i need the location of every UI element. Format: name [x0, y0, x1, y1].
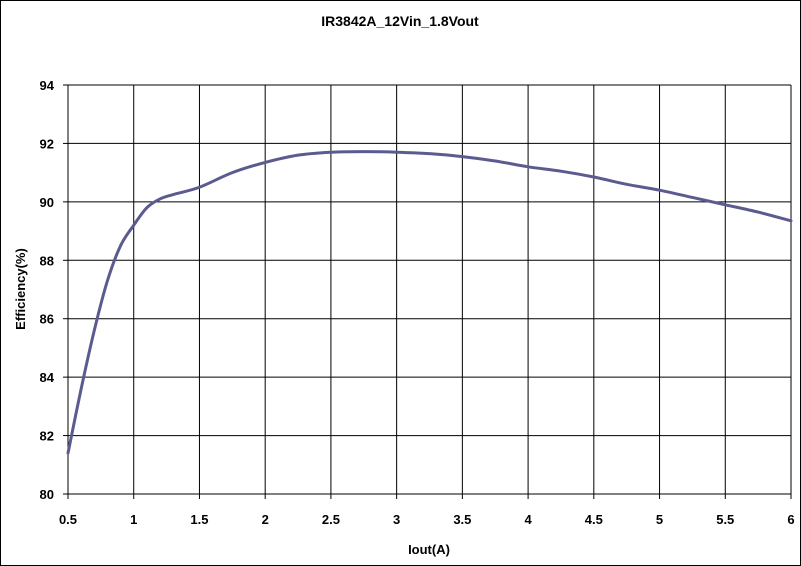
y-tick-label: 86 — [40, 312, 54, 327]
x-tick-label: 5.5 — [716, 512, 734, 527]
y-tick-label: 90 — [40, 195, 54, 210]
y-tick-label: 82 — [40, 429, 54, 444]
x-tick-label: 1 — [130, 512, 137, 527]
y-tick-label: 94 — [40, 78, 55, 93]
y-tick-label: 88 — [40, 253, 54, 268]
series-group — [66, 150, 793, 455]
chart-title: IR3842A_12Vin_1.8Vout — [321, 13, 479, 29]
tick-labels: 0.5 1 1.5 2 2.5 3 3.5 4 4.5 5 5.5 6 80 82 84 86 88 90 92 94 — [40, 78, 795, 527]
x-tick-label: 6 — [787, 512, 794, 527]
series-line-0 — [66, 150, 793, 455]
grid — [68, 84, 792, 494]
y-tick-label: 80 — [40, 487, 54, 502]
x-tick-label: 2 — [262, 512, 269, 527]
y-tick-label: 84 — [40, 370, 55, 385]
plot-area — [68, 85, 791, 494]
x-tick-label: 4.5 — [585, 512, 603, 527]
axes — [63, 84, 792, 499]
x-tick-label: 2.5 — [322, 512, 340, 527]
x-tick-label: 5 — [656, 512, 663, 527]
x-tick-label: 4 — [524, 512, 532, 527]
x-tick-label: 0.5 — [59, 512, 77, 527]
x-tick-label: 1.5 — [190, 512, 208, 527]
y-axis-label: Efficiency(%) — [13, 248, 28, 330]
y-tick-label: 92 — [40, 136, 54, 151]
x-tick-label: 3 — [393, 512, 400, 527]
x-tick-label: 3.5 — [453, 512, 471, 527]
x-axis-label: Iout(A) — [408, 542, 450, 557]
